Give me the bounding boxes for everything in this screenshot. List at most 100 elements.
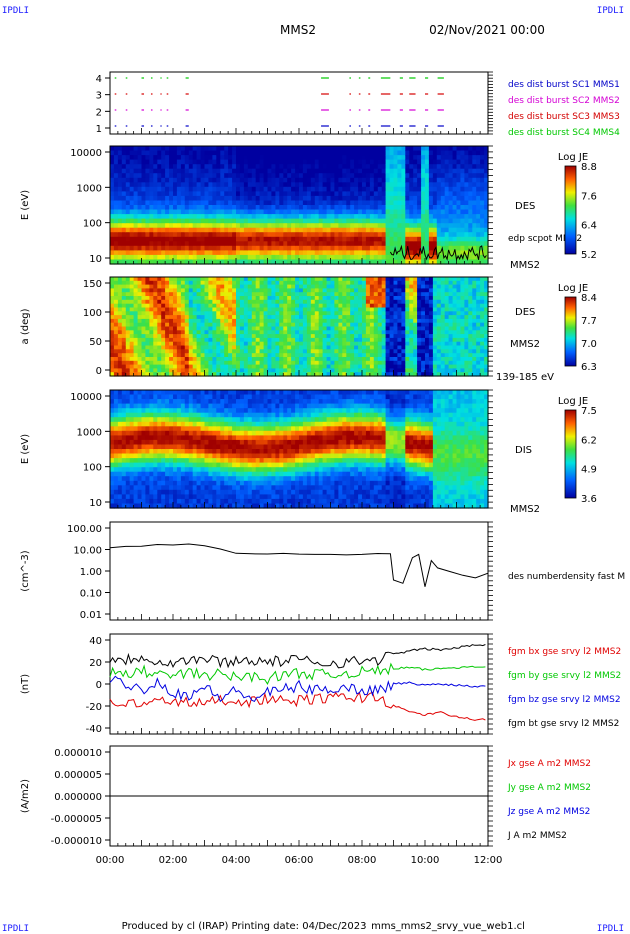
des-energy-cell: [468, 245, 473, 251]
des-pitch-cell: [421, 315, 426, 320]
des-energy-cell: [200, 146, 206, 152]
des-energy-cell: [291, 214, 296, 220]
des-energy-cell: [121, 155, 127, 161]
des-pitch-cell: [413, 341, 418, 347]
des-pitch-cell: [326, 296, 332, 301]
des-energy-cell: [484, 209, 489, 215]
des-energy-cell: [157, 164, 162, 170]
des-energy-cell: [271, 200, 276, 206]
des-pitch-cell: [393, 341, 398, 347]
des-pitch-cell: [358, 299, 363, 305]
des-energy-cell: [346, 250, 351, 256]
des-pitch-cell: [302, 337, 308, 343]
des-energy-cell: [310, 200, 316, 206]
des-energy-cell: [484, 241, 489, 247]
des-pitch-cell: [247, 296, 253, 301]
des-energy-cell: [176, 218, 182, 224]
des-energy-cell: [279, 236, 284, 242]
des-pitch-cell: [125, 280, 131, 286]
des-pitch-cell: [295, 353, 300, 358]
des-pitch-cell: [409, 277, 414, 282]
des-pitch-cell: [239, 349, 245, 354]
des-pitch-cell: [247, 341, 253, 347]
des-pitch-cell: [417, 303, 422, 309]
des-energy-cell: [153, 191, 158, 197]
des-pitch-cell: [342, 322, 347, 328]
des-energy-cell: [322, 218, 328, 224]
des-pitch-cell: [141, 280, 146, 286]
des-pitch-cell: [393, 315, 398, 320]
des-pitch-cell: [220, 299, 225, 305]
des-energy-cell: [476, 245, 481, 251]
des-energy-cell: [212, 191, 217, 197]
des-pitch-cell: [287, 284, 292, 289]
des-pitch-cell: [302, 303, 308, 309]
des-pitch-cell: [251, 311, 257, 316]
des-energy-cell: [369, 214, 375, 220]
des-energy-cell: [220, 177, 225, 183]
des-pitch-cell: [314, 360, 320, 366]
des-pitch-cell: [263, 292, 269, 297]
des-energy-cell: [476, 168, 481, 174]
des-pitch-cell: [448, 311, 454, 316]
des-pitch-cell: [302, 364, 308, 369]
des-pitch-cell: [440, 277, 446, 282]
des-energy-cell: [263, 182, 269, 188]
des-energy-cell: [472, 159, 477, 165]
des-pitch-cell: [421, 364, 426, 369]
des-pitch-cell: [291, 337, 296, 343]
des-pitch-cell: [110, 341, 115, 347]
des-energy-cell: [452, 236, 458, 242]
des-pitch-cell: [432, 284, 438, 289]
des-energy-cell: [121, 200, 127, 206]
des-energy-cell: [338, 205, 343, 211]
des-energy-cell: [456, 195, 461, 201]
des-energy-cell: [338, 250, 343, 256]
des-energy-cell: [338, 223, 343, 229]
des-pitch-cell: [448, 357, 454, 362]
des-pitch-cell: [389, 326, 395, 331]
des-pitch-cell: [212, 372, 217, 377]
des-pitch-cell: [173, 326, 178, 331]
des-pitch-cell: [129, 337, 135, 343]
des-energy-cell: [444, 214, 450, 220]
des-pitch-cell: [220, 292, 225, 297]
des-energy-cell: [362, 223, 367, 229]
des-pitch-cell: [302, 357, 308, 362]
des-pitch-cell: [133, 372, 139, 377]
burst-panel-frame: [109, 71, 489, 135]
des-energy-cell: [251, 232, 257, 238]
des-energy-cell: [413, 209, 418, 215]
des-energy-cell: [393, 168, 398, 174]
des-pitch-cell: [291, 307, 296, 312]
des-energy-cell: [444, 150, 450, 156]
des-energy-cell: [310, 254, 316, 260]
des-energy-cell: [208, 241, 213, 247]
des-energy-cell: [310, 245, 316, 251]
des-energy-cell: [318, 191, 324, 197]
des-pitch-cell: [149, 307, 154, 312]
des-energy-cell: [184, 254, 190, 260]
des-pitch-cell: [255, 280, 261, 286]
des-pitch-cell: [417, 292, 422, 297]
des-pitch-cell: [243, 326, 249, 331]
des-pitch-cell: [346, 299, 351, 305]
burst-panel-y-tick-label: 1: [96, 124, 102, 135]
des-energy-cell: [239, 164, 245, 170]
des-energy-cell: [310, 209, 316, 215]
des-energy-cell: [318, 164, 324, 170]
des-pitch-cell: [413, 311, 418, 316]
des-energy-cell: [393, 259, 398, 265]
des-energy-cell: [464, 146, 469, 152]
des-energy-cell: [196, 186, 202, 192]
des-pitch-cell: [330, 322, 335, 328]
des-pitch-cell: [377, 288, 383, 293]
des-pitch-cell: [180, 349, 186, 354]
des-energy-cell: [141, 250, 146, 256]
des-energy-cell: [413, 254, 418, 260]
des-pitch-cell: [310, 334, 316, 339]
des-pitch-cell: [421, 311, 426, 316]
des-pitch-cell: [243, 372, 249, 377]
des-energy-cell: [291, 168, 296, 174]
des-pitch-cell: [267, 288, 272, 293]
